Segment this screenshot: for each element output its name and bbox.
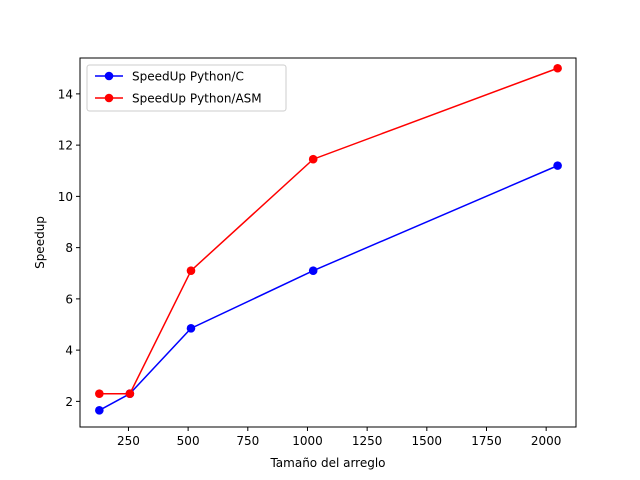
- y-axis-ticks: 2 4 6 8 10 12 14: [58, 87, 80, 409]
- x-tick-label: 1750: [471, 434, 502, 448]
- data-point: [95, 406, 104, 415]
- series-line: [99, 67, 558, 395]
- data-point: [125, 389, 135, 398]
- plot-frame: [79, 57, 577, 428]
- series-2: [95, 63, 562, 398]
- y-axis-label: Speedup: [33, 216, 47, 269]
- series-line: [98, 164, 558, 412]
- y-tick-label: 4: [65, 344, 73, 358]
- x-tick-label: 1500: [412, 434, 443, 448]
- y-tick-label: 12: [58, 139, 73, 153]
- series-1: [95, 161, 562, 415]
- data-point: [95, 389, 104, 398]
- y-tick-label: 8: [65, 241, 73, 255]
- y-tick-label: 6: [65, 292, 73, 306]
- legend: SpeedUp Python/C SpeedUp Python/ASM: [86, 64, 287, 112]
- x-tick-label: 250: [117, 434, 140, 448]
- x-tick-label: 500: [177, 434, 200, 448]
- data-point: [553, 161, 562, 170]
- x-axis-ticks: 250 500 750 1000 1250 1500 1750 2000: [117, 427, 561, 448]
- data-point: [308, 266, 318, 275]
- plot-area: [79, 57, 577, 428]
- data-point: [186, 324, 196, 333]
- x-tick-label: 750: [236, 434, 259, 448]
- x-axis-label: Tamaño del arreglo: [269, 456, 385, 470]
- y-tick-label: 14: [58, 87, 73, 101]
- legend-item: SpeedUp Python/ASM: [95, 92, 262, 106]
- data-point: [308, 154, 318, 164]
- data-point: [186, 266, 196, 275]
- x-tick-label: 2000: [531, 434, 562, 448]
- series-layer: [95, 63, 562, 415]
- x-tick-label: 1250: [352, 434, 383, 448]
- legend-marker: [104, 93, 114, 103]
- legend-marker: [104, 71, 114, 81]
- legend-box: [86, 64, 287, 112]
- legend-item: SpeedUp Python/C: [95, 70, 244, 84]
- data-point: [553, 63, 562, 73]
- legend-label: SpeedUp Python/ASM: [132, 92, 262, 106]
- y-tick-label: 2: [65, 395, 73, 409]
- y-tick-label: 10: [58, 190, 73, 204]
- legend-label: SpeedUp Python/C: [132, 70, 244, 84]
- x-tick-label: 1000: [292, 434, 323, 448]
